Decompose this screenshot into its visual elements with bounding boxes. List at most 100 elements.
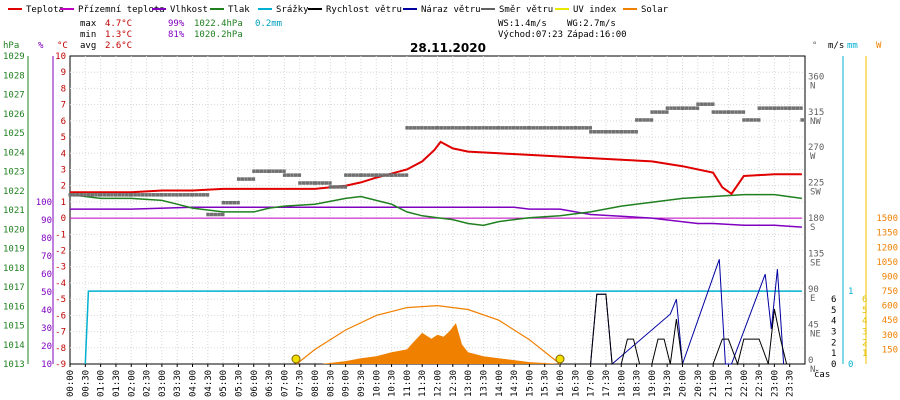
wind-direction-dot [90, 193, 95, 197]
wind-direction-dot [363, 173, 367, 177]
legend-label: Solar [641, 5, 669, 15]
wind-direction-dot [404, 173, 409, 177]
direction-tick-name: N [810, 81, 815, 91]
speed-tick-label: 1 [831, 349, 836, 359]
time-tick-label: 05:00 [219, 370, 229, 397]
wind-direction-dot [692, 106, 696, 110]
sunset-time: Západ:16:00 [567, 30, 627, 40]
time-tick-label: 00:00 [66, 370, 76, 397]
speed-tick-label: 2 [831, 338, 836, 348]
temp-axis-label: °C [57, 41, 68, 51]
temp-tick-label: 2 [61, 182, 66, 192]
wind-direction-dot [756, 118, 761, 122]
wind-direction-dot [129, 193, 134, 197]
time-tick-label: 16:00 [556, 370, 566, 397]
wind-direction-dot [240, 177, 245, 181]
wind-direction-dot [458, 126, 462, 130]
solar-tick-label: 150 [882, 345, 898, 355]
wind-direction-dot [282, 169, 286, 173]
direction-tick-value: 270 [808, 143, 824, 153]
time-tick-label: 03:00 [158, 370, 168, 397]
rain-axis-label: mm [847, 41, 858, 51]
time-tick-label: 23:30 [786, 370, 796, 397]
wind-direction-dot [344, 173, 348, 177]
wind-direction-dot [305, 181, 310, 185]
temp-tick-label: -5 [55, 295, 66, 305]
time-tick-label: 02:00 [127, 370, 137, 397]
wind-direction-dot [320, 181, 325, 185]
wind-direction-dot [366, 173, 371, 177]
solar-tick-label: 450 [882, 316, 898, 326]
wind-direction-dot [182, 193, 186, 197]
wind-direction-dot [405, 126, 409, 130]
uv-tick-label: 2 [862, 338, 867, 348]
stat-value: min [80, 30, 96, 40]
wind-direction-dot [144, 193, 148, 197]
time-tick-label: 07:00 [280, 370, 290, 397]
wind-direction-dot [549, 126, 554, 130]
wind-direction-dot [535, 126, 539, 130]
wind-direction-dot [741, 110, 746, 114]
wind-direction-dot [75, 193, 80, 197]
wind-direction-dot [522, 126, 527, 130]
wind-direction-dot [627, 130, 631, 134]
wind-direction-dot [209, 212, 214, 217]
solar-tick-label: 600 [882, 302, 898, 312]
direction-tick-name: SE [810, 259, 821, 269]
time-tick-label: 02:30 [143, 370, 153, 397]
pressure-tick-label: 1017 [3, 283, 25, 293]
time-tick-label: 01:00 [97, 370, 107, 397]
wind-direction-dot [171, 193, 175, 197]
wind-direction-dot [228, 200, 233, 205]
legend-label: Srážky [276, 5, 309, 15]
temp-tick-label: 0 [61, 214, 66, 224]
speed-tick-label: 0 [831, 360, 836, 370]
wind-direction-dot [317, 181, 321, 185]
wind-direction-dot [481, 126, 485, 130]
pressure-tick-label: 1014 [3, 341, 25, 351]
wind-direction-dot [795, 106, 800, 110]
time-tick-label: 10:30 [388, 370, 398, 397]
time-tick-label: 00:30 [81, 370, 91, 397]
wind-gust-line [590, 259, 785, 366]
wind-direction-dot [450, 126, 455, 130]
pressure-tick-label: 1026 [3, 110, 25, 120]
wind-direction-dot [232, 200, 237, 205]
humidity-tick-label: 80 [41, 234, 52, 244]
wind-direction-dot [569, 126, 574, 130]
wind-direction-dot [431, 126, 435, 130]
time-tick-label: 20:00 [679, 370, 689, 397]
solar-tick-label: 1200 [876, 243, 898, 253]
wind-direction-dot [584, 126, 589, 130]
wind-direction-dot [592, 130, 597, 134]
wind-direction-dot [124, 193, 129, 197]
wind-direction-dot [102, 193, 107, 197]
wind-direction-dot [255, 169, 260, 173]
wind-direction-dot [99, 193, 103, 197]
temp-tick-label: -6 [55, 311, 66, 321]
wind-direction-dot [665, 110, 669, 114]
wind-direction-dot [198, 193, 202, 197]
wind-direction-dot [477, 126, 482, 130]
direction-tick-value: 45 [808, 321, 819, 331]
pressure-tick-label: 1028 [3, 71, 25, 81]
temp-tick-label: 3 [61, 165, 66, 175]
solar-tick-label: 1050 [876, 258, 898, 268]
wind-speed-line [590, 293, 788, 366]
wind-direction-dot [167, 193, 172, 197]
temp-tick-label: -2 [55, 247, 66, 257]
wind-direction-dot [186, 193, 190, 197]
wind-direction-dot [504, 126, 509, 130]
wind-direction-dot [137, 193, 141, 197]
wind-direction-dot [608, 130, 612, 134]
wind-direction-dot [416, 126, 420, 130]
speed-tick-label: 6 [831, 295, 836, 305]
wind-direction-dot [278, 169, 283, 173]
time-tick-label: 07:30 [296, 370, 306, 397]
wind-direction-dot [263, 169, 267, 173]
wind-direction-dot [351, 173, 355, 177]
time-tick-label: 17:00 [587, 370, 597, 397]
legend-label: Přízemní teplota [78, 5, 165, 15]
wind-direction-dot [800, 118, 804, 122]
